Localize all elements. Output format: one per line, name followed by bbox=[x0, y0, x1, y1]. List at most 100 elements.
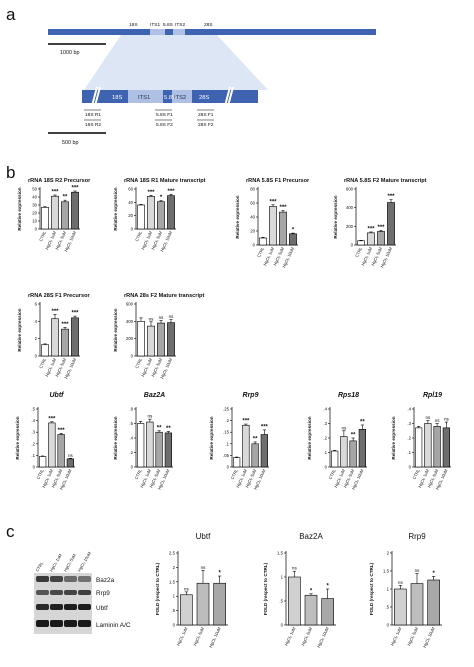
blot-band bbox=[50, 620, 63, 627]
x-category-label: CTRL bbox=[134, 230, 143, 242]
significance-label: ** bbox=[166, 426, 171, 432]
break-mark-left bbox=[91, 86, 98, 107]
significance-label: *** bbox=[51, 190, 59, 196]
y-tick-label: 50 bbox=[32, 187, 37, 192]
bar bbox=[41, 344, 49, 357]
y-axis-label: FOLD (respect to CTRL) bbox=[369, 562, 374, 615]
chart-18s-r1-mature: rRNA 18S R1 Mature transcript Relative ex… bbox=[113, 178, 206, 252]
break-mark-right-2 bbox=[227, 86, 234, 107]
gene-top-label-28s: 28S bbox=[204, 22, 213, 28]
segment-28s: 28S bbox=[199, 95, 209, 101]
bar bbox=[410, 583, 424, 626]
significance-label: * bbox=[292, 228, 295, 234]
gene-top-label-18s: 18S bbox=[129, 22, 138, 28]
y-tick-label: .4 bbox=[129, 436, 133, 441]
significance-label: ns bbox=[201, 565, 207, 570]
significance-label: * bbox=[326, 584, 329, 590]
significance-label: ns bbox=[415, 568, 421, 573]
blot-row-label-laminin: Laminin A/C bbox=[96, 622, 131, 629]
y-tick-label: 1.5 bbox=[169, 579, 176, 584]
y-tick-label: 0 bbox=[35, 227, 38, 232]
bar bbox=[251, 443, 259, 468]
bar bbox=[137, 204, 145, 230]
significance-label: *** bbox=[367, 226, 375, 232]
significance-label: *** bbox=[58, 428, 66, 434]
chart-title: Rrp9 bbox=[408, 532, 426, 541]
y-tick-label: 80 bbox=[250, 187, 255, 192]
bar bbox=[358, 428, 367, 468]
x-category-label: HgCl₂ 10uM bbox=[316, 626, 330, 649]
segment-58s: 5.8S bbox=[164, 95, 176, 101]
gene-top-its1 bbox=[150, 29, 165, 35]
y-tick-label: .05 bbox=[223, 453, 230, 458]
y-tick-label: 0 bbox=[33, 465, 36, 470]
bar bbox=[71, 191, 79, 230]
y-tick-label: 0 bbox=[351, 243, 354, 248]
y-tick-label: 600 bbox=[126, 302, 134, 307]
x-category-label: CTRL bbox=[256, 246, 265, 258]
bar bbox=[196, 582, 210, 626]
bar bbox=[357, 240, 365, 246]
x-category-label: CTRL bbox=[328, 468, 337, 480]
x-category-label: HgCl₂ 10uM bbox=[422, 626, 436, 649]
y-tick-label: 40 bbox=[128, 200, 133, 205]
significance-label: * bbox=[160, 195, 163, 201]
blot-band bbox=[50, 604, 63, 610]
panel-letter-b: b bbox=[6, 163, 15, 182]
primer-label-58s-f1: 5.8S F1 bbox=[156, 112, 173, 118]
significance-label: *** bbox=[71, 186, 79, 192]
y-tick-label: 0 bbox=[35, 354, 38, 359]
bar bbox=[304, 594, 318, 626]
bar bbox=[414, 427, 423, 468]
x-category-label: CTRL bbox=[354, 246, 363, 258]
chart-title: rRNA 28s F2 Mature transcript bbox=[124, 293, 204, 299]
scale-label-bottom: 500 bp bbox=[62, 140, 79, 146]
y-tick-label: .2 bbox=[31, 441, 35, 446]
y-tick-label: 60 bbox=[250, 201, 255, 206]
significance-label: * bbox=[432, 571, 435, 577]
significance-label: *** bbox=[269, 199, 277, 205]
bar bbox=[164, 432, 173, 468]
zoom-region bbox=[84, 35, 268, 90]
x-category-label: HgCl₂ 5uM bbox=[192, 626, 205, 647]
bar bbox=[147, 196, 155, 230]
chart-58s-f2-mature: rRNA 5.8S F2 Mature transcript Relative e… bbox=[333, 178, 427, 268]
bar bbox=[147, 325, 155, 357]
significance-label: * bbox=[218, 571, 221, 577]
y-tick-label: 2 bbox=[387, 551, 390, 556]
significance-label: *** bbox=[279, 205, 287, 211]
blot-band bbox=[50, 576, 63, 582]
significance-label: * bbox=[310, 588, 313, 594]
y-tick-label: .1 bbox=[225, 441, 229, 446]
y-tick-label: 4 bbox=[35, 319, 38, 324]
x-category-label: CTRL bbox=[134, 357, 143, 369]
y-tick-label: .1 bbox=[407, 450, 411, 455]
significance-label: *** bbox=[71, 311, 79, 317]
bar bbox=[66, 458, 75, 468]
break-mark-left-2 bbox=[94, 86, 101, 107]
y-tick-label: 0 bbox=[173, 623, 176, 628]
y-tick-label: .3 bbox=[407, 421, 411, 426]
gene-bottom-its2-block bbox=[172, 90, 192, 103]
x-category-label: HgCl₂ 10uM bbox=[208, 626, 222, 649]
x-category-label: CTRL bbox=[38, 230, 47, 242]
chart-fold-ubtf: Ubtf FOLD (respect to CTRL) 0 .5 1 1.5 2 2.5 ns H… bbox=[155, 532, 228, 648]
y-axis-label: Relative expression bbox=[333, 195, 338, 238]
y-tick-label: 20 bbox=[32, 211, 37, 216]
significance-label: *** bbox=[61, 322, 69, 328]
panel-letter-c: c bbox=[6, 522, 15, 541]
y-tick-label: .4 bbox=[323, 407, 327, 412]
bar bbox=[180, 594, 193, 626]
y-axis-label: Relative expression bbox=[235, 195, 240, 238]
chart-18s-r2-precursor: rRNA 18S R2 Precursor Relative expression… bbox=[17, 178, 91, 252]
bar bbox=[51, 318, 59, 357]
y-axis-label: Relative expression bbox=[209, 416, 214, 459]
bar bbox=[349, 440, 357, 468]
panel-a-gene-diagram: 18S ITS1 5.8S ITS2 28S 1000 bp 18S ITS1 … bbox=[48, 22, 376, 146]
y-tick-label: 20 bbox=[250, 229, 255, 234]
chart-title: Rpl19 bbox=[423, 392, 442, 399]
western-blot: CTRL HgCl₂ 1uM HgCl₂ 5uM HgCl₂ 10uM Baz2… bbox=[34, 550, 131, 634]
bar bbox=[213, 582, 226, 626]
bar bbox=[288, 576, 301, 626]
y-tick-label: 40 bbox=[250, 215, 255, 220]
